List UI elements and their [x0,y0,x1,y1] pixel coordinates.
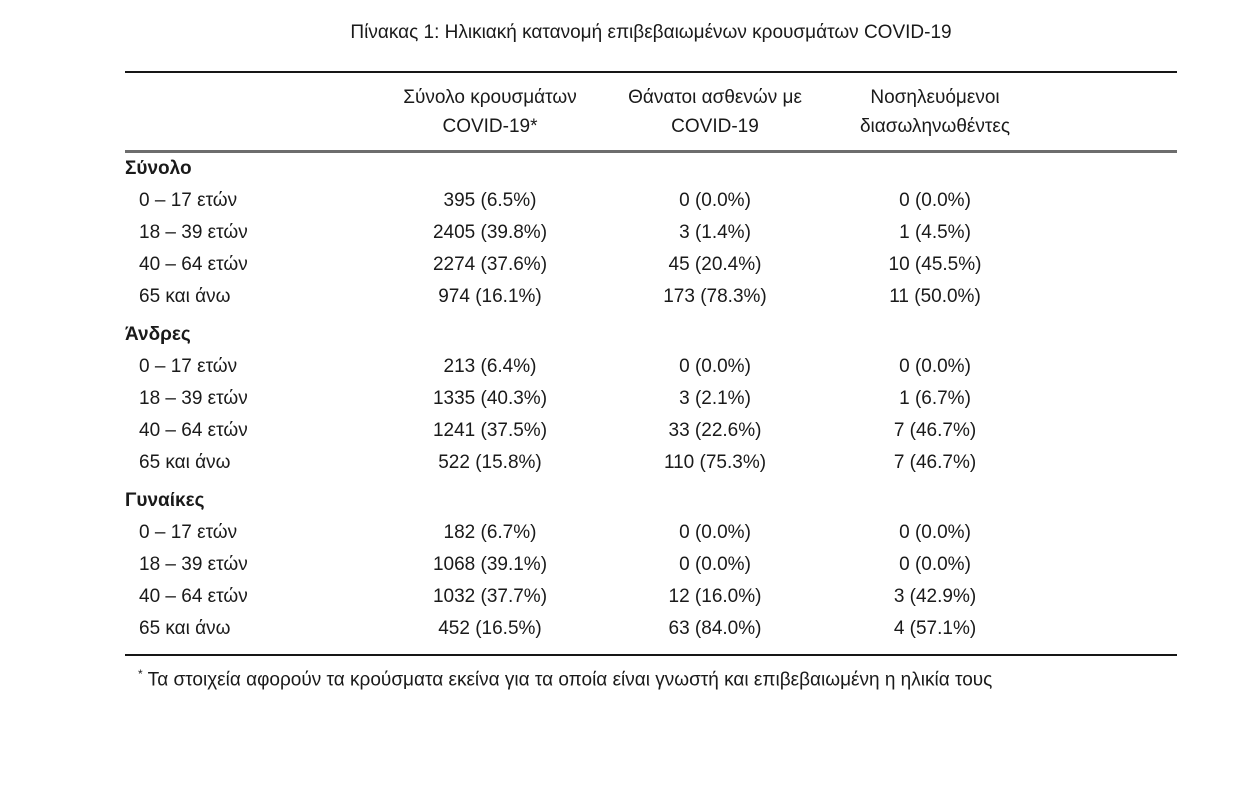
intubated-cell: 4 (57.1%) [893,618,977,639]
deaths-cell: 173 (78.3%) [663,286,767,307]
section-header-row: Άνδρες [125,313,1177,351]
header-intubated: Νοσηλευόμενοι διασωληνωθέντες [825,72,1045,153]
age-label-cell: 0 – 17 ετών [139,522,238,543]
age-label-cell: 40 – 64 ετών [139,586,248,607]
deaths-cell: 3 (2.1%) [679,388,751,409]
age-label-cell: 18 – 39 ετών [139,388,248,409]
deaths-cell: 110 (75.3%) [663,452,767,473]
table-row: 40 – 64 ετών 2274 (37.6%) 45 (20.4%) 10 … [125,249,1177,281]
cases-cell: 2274 (37.6%) [432,254,548,275]
intubated-cell: 0 (0.0%) [899,190,971,211]
table-row: 40 – 64 ετών 1032 (37.7%) 12 (16.0%) 3 (… [125,581,1177,613]
age-label-cell: 0 – 17 ετών [139,356,238,377]
table-header: Σύνολο κρουσμάτων COVID-19* Θάνατοι ασθε… [125,72,1177,153]
age-label-cell: 40 – 64 ετών [139,254,248,275]
header-deaths: Θάνατοι ασθενών με COVID-19 [605,72,825,153]
cases-cell: 1032 (37.7%) [432,586,548,607]
table-footnote: * Τα στοιχεία αφορούν τα κρούσματα εκείνα… [125,656,1177,693]
age-label-cell: 18 – 39 ετών [139,554,248,575]
intubated-cell: 1 (6.7%) [899,388,971,409]
header-row: Σύνολο κρουσμάτων COVID-19* Θάνατοι ασθε… [125,72,1177,153]
table-row: 18 – 39 ετών 1068 (39.1%) 0 (0.0%) 0 (0.… [125,549,1177,581]
document-page: Πίνακας 1: Ηλικιακή κατανομή επιβεβαιωμέ… [125,0,1177,693]
deaths-cell: 0 (0.0%) [679,554,751,575]
age-label-cell: 65 και άνω [139,452,231,473]
header-intubated-line1: Νοσηλευόμενοι [870,87,1000,108]
deaths-cell: 63 (84.0%) [668,618,762,639]
section-name: Άνδρες [125,324,191,345]
deaths-cell: 3 (1.4%) [679,222,751,243]
cases-cell: 213 (6.4%) [443,356,537,377]
table-row: 65 και άνω 522 (15.8%) 110 (75.3%) 7 (46… [125,447,1177,479]
section-header-row: Σύνολο [125,152,1177,186]
deaths-cell: 0 (0.0%) [679,190,751,211]
intubated-cell: 0 (0.0%) [899,522,971,543]
intubated-cell: 1 (4.5%) [899,222,971,243]
cases-cell: 1335 (40.3%) [432,388,548,409]
age-label-cell: 40 – 64 ετών [139,420,248,441]
table-row: 0 – 17 ετών 395 (6.5%) 0 (0.0%) 0 (0.0%) [125,185,1177,217]
intubated-cell: 10 (45.5%) [888,254,982,275]
intubated-cell: 3 (42.9%) [893,586,977,607]
cases-cell: 2405 (39.8%) [432,222,548,243]
section-name: Γυναίκες [125,490,205,511]
intubated-cell: 7 (46.7%) [893,452,977,473]
cases-cell: 974 (16.1%) [438,286,542,307]
deaths-cell: 33 (22.6%) [668,420,762,441]
header-total-cases-line2: COVID-19* [442,116,538,137]
cases-cell: 1241 (37.5%) [432,420,548,441]
deaths-cell: 12 (16.0%) [668,586,762,607]
cases-cell: 452 (16.5%) [438,618,542,639]
cases-cell: 182 (6.7%) [443,522,537,543]
cases-cell: 522 (15.8%) [438,452,542,473]
intubated-cell: 7 (46.7%) [893,420,977,441]
intubated-cell: 0 (0.0%) [899,554,971,575]
header-intubated-line2: διασωληνωθέντες [859,116,1011,137]
header-total-cases-line1: Σύνολο κρουσμάτων [403,87,577,108]
table-row: 18 – 39 ετών 1335 (40.3%) 3 (2.1%) 1 (6.… [125,383,1177,415]
header-deaths-line1: Θάνατοι ασθενών με [628,87,802,108]
age-label-cell: 65 και άνω [139,618,231,639]
header-total-cases: Σύνολο κρουσμάτων COVID-19* [375,72,605,153]
deaths-cell: 45 (20.4%) [668,254,762,275]
table-row: 18 – 39 ετών 2405 (39.8%) 3 (1.4%) 1 (4.… [125,217,1177,249]
age-label-cell: 18 – 39 ετών [139,222,248,243]
header-deaths-line2: COVID-19 [671,116,759,137]
header-spacer-cell [1045,72,1177,153]
deaths-cell: 0 (0.0%) [679,522,751,543]
table-body: Σύνολο 0 – 17 ετών 395 (6.5%) 0 (0.0%) 0… [125,152,1177,656]
age-label-cell: 65 και άνω [139,286,231,307]
header-empty-cell [125,72,375,153]
covid-age-distribution-table: Σύνολο κρουσμάτων COVID-19* Θάνατοι ασθε… [125,71,1177,656]
table-title: Πίνακας 1: Ηλικιακή κατανομή επιβεβαιωμέ… [350,22,952,43]
footnote-text: Τα στοιχεία αφορούν τα κρούσματα εκείνα … [147,669,993,691]
deaths-cell: 0 (0.0%) [679,356,751,377]
table-row: 65 και άνω 974 (16.1%) 173 (78.3%) 11 (5… [125,281,1177,313]
intubated-cell: 0 (0.0%) [899,356,971,377]
table-row: 65 και άνω 452 (16.5%) 63 (84.0%) 4 (57.… [125,613,1177,655]
table-row: 40 – 64 ετών 1241 (37.5%) 33 (22.6%) 7 (… [125,415,1177,447]
cases-cell: 395 (6.5%) [443,190,537,211]
cases-cell: 1068 (39.1%) [432,554,548,575]
table-row: 0 – 17 ετών 213 (6.4%) 0 (0.0%) 0 (0.0%) [125,351,1177,383]
intubated-cell: 11 (50.0%) [889,286,981,307]
section-name: Σύνολο [125,158,192,179]
footnote-asterisk-marker: * [138,667,143,681]
age-label-cell: 0 – 17 ετών [139,190,238,211]
section-header-row: Γυναίκες [125,479,1177,517]
table-row: 0 – 17 ετών 182 (6.7%) 0 (0.0%) 0 (0.0%) [125,517,1177,549]
